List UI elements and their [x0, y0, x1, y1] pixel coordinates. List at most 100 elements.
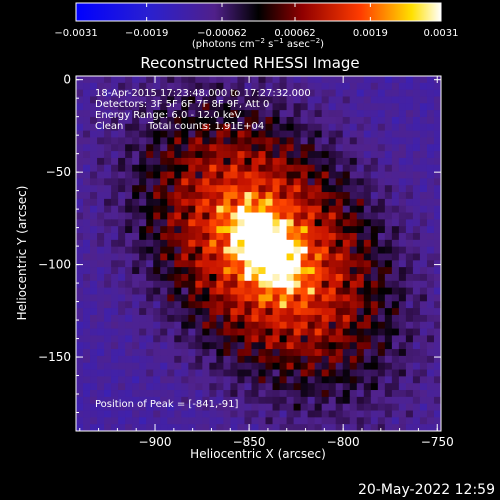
heatmap-cell — [314, 157, 323, 166]
heatmap-cell — [300, 116, 309, 125]
heatmap-cell — [391, 205, 400, 214]
heatmap-cell — [391, 396, 400, 405]
heatmap-cell — [76, 417, 84, 425]
heatmap-cell — [405, 226, 414, 234]
heatmap-cell — [307, 321, 316, 330]
heatmap-cell — [216, 308, 224, 316]
heatmap-cell — [272, 239, 281, 248]
heatmap-cell — [342, 328, 351, 337]
x-tick-label: −750 — [421, 435, 454, 449]
heatmap-cell — [76, 157, 84, 166]
heatmap-cell — [167, 403, 175, 412]
heatmap-cell — [314, 89, 323, 98]
heatmap-cell — [167, 185, 175, 193]
heatmap-cell — [237, 417, 246, 425]
heatmap-cell — [132, 369, 140, 377]
heatmap-cell — [125, 76, 133, 84]
heatmap-cell — [335, 164, 344, 173]
heatmap-cell — [349, 103, 358, 111]
heatmap-cell — [251, 376, 260, 384]
heatmap-cell — [209, 314, 217, 323]
heatmap-cell — [251, 233, 260, 241]
heatmap-cell — [321, 294, 330, 302]
heatmap-cell — [314, 137, 323, 145]
heatmap-cell — [167, 301, 175, 309]
heatmap-cell — [104, 396, 112, 405]
heatmap-cell — [349, 171, 358, 180]
heatmap-cell — [244, 178, 253, 186]
heatmap-cell — [202, 233, 210, 241]
heatmap-cell — [265, 253, 274, 261]
heatmap-cell — [300, 335, 309, 343]
heatmap-cell — [265, 185, 274, 193]
heatmap-cell — [384, 82, 393, 91]
heatmap-cell — [300, 321, 309, 330]
heatmap-cell — [412, 260, 421, 268]
heatmap-cell — [293, 205, 302, 214]
heatmap-cell — [293, 82, 302, 91]
heatmap-cell — [230, 383, 239, 391]
heatmap-cell — [216, 164, 224, 173]
heatmap-cell — [181, 212, 189, 220]
heatmap-cell — [76, 103, 84, 111]
heatmap-cell — [314, 294, 323, 302]
heatmap-cell — [90, 137, 98, 145]
heatmap-cell — [377, 198, 386, 207]
heatmap-cell — [174, 103, 182, 111]
heatmap-cell — [118, 219, 126, 227]
heatmap-cell — [363, 390, 372, 398]
heatmap-cell — [181, 137, 189, 145]
heatmap-cell — [146, 212, 154, 220]
heatmap-cell — [279, 205, 288, 214]
heatmap-cell — [153, 424, 161, 431]
heatmap-cell — [174, 355, 182, 364]
heatmap-cell — [272, 116, 281, 125]
heatmap-cell — [279, 267, 288, 275]
heatmap-cell — [132, 383, 140, 391]
heatmap-cell — [202, 267, 210, 275]
heatmap-cell — [160, 328, 168, 337]
heatmap-cell — [132, 287, 140, 296]
heatmap-cell — [83, 185, 91, 193]
heatmap-cell — [370, 116, 379, 125]
heatmap-cell — [167, 192, 175, 200]
heatmap-cell — [293, 185, 302, 193]
heatmap-cell — [97, 383, 105, 391]
heatmap-cell — [363, 178, 372, 186]
heatmap-cell — [125, 308, 133, 316]
heatmap-cell — [209, 273, 217, 282]
heatmap-cell — [146, 110, 154, 118]
heatmap-cell — [146, 403, 154, 412]
heatmap-cell — [104, 349, 112, 357]
heatmap-cell — [90, 321, 98, 330]
heatmap-cell — [139, 219, 147, 227]
heatmap-cell — [272, 376, 281, 384]
heatmap-cell — [216, 362, 224, 371]
heatmap-cell — [90, 178, 98, 186]
heatmap-cell — [405, 396, 414, 405]
heatmap-cell — [244, 376, 253, 384]
heatmap-cell — [426, 424, 435, 431]
heatmap-cell — [321, 390, 330, 398]
heatmap-cell — [342, 171, 351, 180]
heatmap-cell — [342, 369, 351, 377]
heatmap-cell — [370, 424, 379, 431]
heatmap-cell — [216, 123, 224, 132]
heatmap-cell — [90, 76, 98, 84]
heatmap-cell — [209, 96, 217, 104]
heatmap-cell — [76, 335, 84, 343]
heatmap-cell — [265, 390, 274, 398]
heatmap-cell — [398, 355, 407, 364]
heatmap-cell — [202, 185, 210, 193]
heatmap-cell — [237, 130, 246, 139]
heatmap-cell — [433, 267, 441, 275]
heatmap-cell — [244, 110, 253, 118]
colorbar-gradient — [75, 2, 442, 22]
heatmap-cell — [335, 116, 344, 125]
heatmap-cell — [328, 335, 337, 343]
heatmap-cell — [426, 144, 435, 152]
heatmap-cell — [265, 328, 274, 337]
heatmap-cell — [391, 267, 400, 275]
heatmap-cell — [335, 205, 344, 214]
heatmap-cell — [321, 233, 330, 241]
